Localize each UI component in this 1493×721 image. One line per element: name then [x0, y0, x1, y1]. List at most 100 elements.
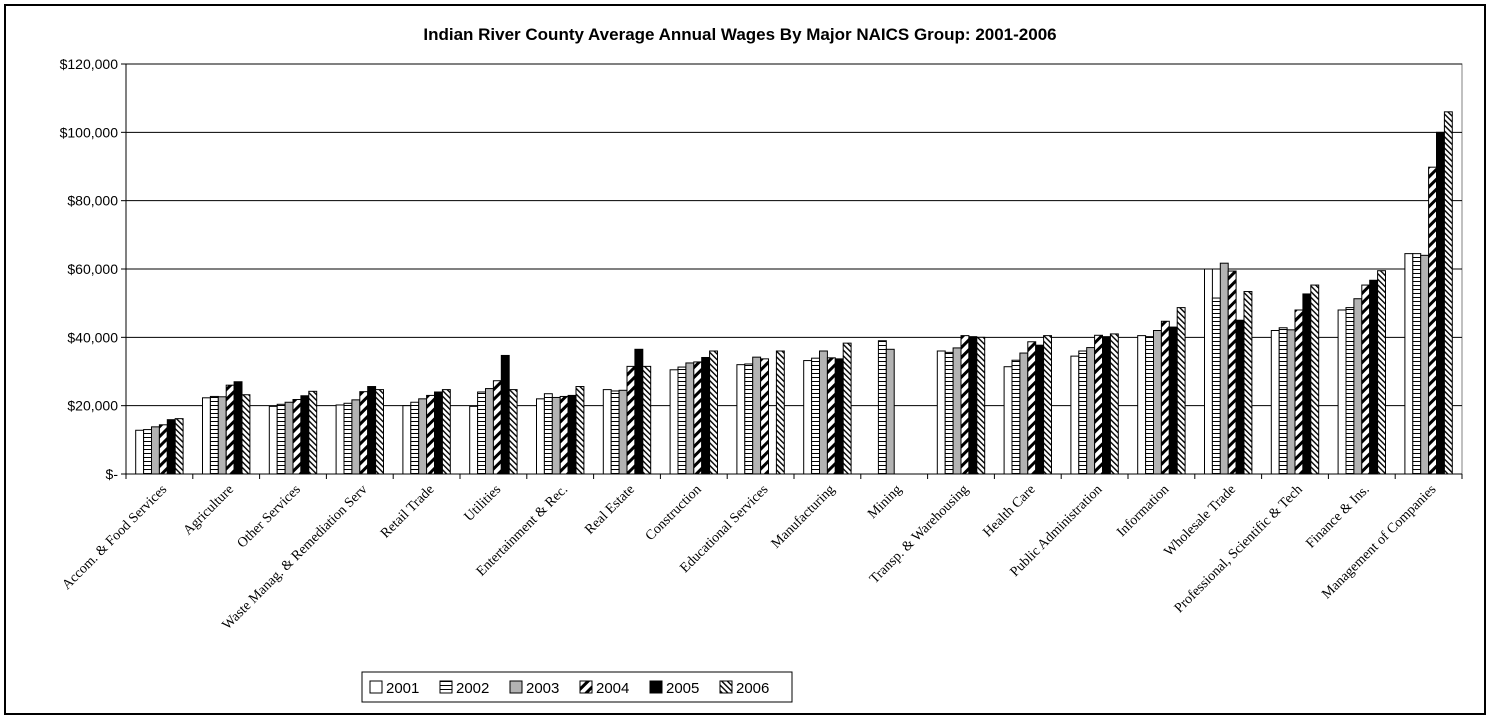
bar-2005-14	[1102, 336, 1111, 475]
bar-2005-10	[834, 358, 844, 475]
bar-2001-9	[736, 364, 746, 475]
bar-2004-2	[292, 399, 302, 475]
legend-label-2003: 2003	[526, 680, 559, 697]
gridlines	[125, 63, 1463, 475]
x-tick-label: Mining	[865, 482, 905, 522]
bar-2001-2	[268, 405, 278, 475]
bar-2005-5	[500, 354, 510, 475]
bar-2006-12	[976, 336, 986, 475]
y-tick-label: $-	[106, 466, 119, 482]
bar-2004-0	[158, 424, 168, 475]
bar-2005-12	[968, 336, 978, 475]
bar-2003-6	[551, 396, 561, 475]
legend-label-2005: 2005	[666, 680, 699, 697]
x-tick-label: Management of Companies	[1319, 482, 1439, 602]
bar-2003-9	[752, 356, 762, 475]
bar-2005-16	[1235, 319, 1245, 475]
legend-swatch-2004	[579, 680, 593, 694]
legend-swatch-2005	[649, 680, 663, 694]
bar-2006-10	[842, 342, 852, 475]
y-tick-label: $120,000	[60, 56, 119, 72]
bar-2006-19	[1443, 111, 1453, 475]
bar-2006-7	[642, 365, 652, 475]
x-tick-label: Utilities	[462, 482, 505, 525]
bar-2002-19	[1412, 253, 1422, 475]
bar-2004-10	[826, 357, 836, 475]
bar-2002-12	[944, 351, 954, 475]
x-tick-label: Wholesale Trade	[1162, 482, 1239, 559]
bar-2001-3	[335, 404, 345, 475]
bar-2003-10	[819, 350, 828, 475]
bar-2002-9	[744, 363, 754, 475]
legend-swatch-2003	[509, 680, 523, 694]
bar-2003-19	[1420, 254, 1430, 475]
bar-2003-11	[885, 348, 895, 475]
bar-2004-7	[626, 365, 636, 475]
bar-2006-5	[508, 389, 518, 475]
bar-2006-8	[709, 350, 718, 475]
x-tick-label: Real Estate	[582, 482, 637, 537]
bar-2006-1	[241, 394, 251, 475]
legend-label-2002: 2002	[456, 680, 489, 697]
x-tick-label: Waste Manag. & Remediation Serv	[220, 482, 371, 633]
bar-2005-3	[367, 386, 377, 475]
x-tick-label: Construction	[643, 482, 705, 544]
x-tick-label: Agriculture	[181, 482, 237, 538]
bar-2003-7	[618, 389, 628, 475]
x-tick-label: Finance & Ins.	[1303, 482, 1372, 551]
bar-2002-13	[1011, 359, 1021, 475]
bar-2002-18	[1345, 307, 1355, 475]
bar-2006-18	[1377, 270, 1386, 475]
bar-2001-8	[669, 369, 679, 475]
bar-2005-19	[1436, 131, 1445, 475]
legend-label-2001: 2001	[386, 680, 419, 697]
bar-2001-7	[602, 389, 612, 475]
bar-2004-19	[1428, 166, 1437, 475]
y-axis: $- $20,000 $40,000 $60,000 $80,000 $100,000 $1…	[60, 56, 127, 482]
y-tick-label: $80,000	[67, 193, 118, 209]
bar-2002-3	[343, 402, 353, 475]
bar-2001-6	[536, 398, 545, 475]
x-tick-label: Accom. & Food Services	[60, 482, 171, 593]
y-tick-label: $20,000	[67, 398, 118, 414]
bar-2004-16	[1227, 270, 1237, 475]
bar-2006-16	[1243, 291, 1253, 475]
bar-2004-1	[225, 384, 235, 475]
bar-2003-15	[1153, 330, 1162, 475]
bars	[135, 111, 1453, 475]
bar-2004-9	[760, 358, 769, 475]
bar-2001-0	[135, 429, 145, 475]
bar-2001-17	[1270, 330, 1280, 475]
bar-2001-16	[1204, 268, 1213, 475]
bar-2005-4	[434, 391, 443, 475]
bar-2004-12	[960, 335, 970, 475]
bar-2003-14	[1086, 347, 1096, 475]
bar-2001-10	[803, 360, 813, 475]
bar-2003-17	[1286, 329, 1296, 475]
bar-2003-13	[1019, 352, 1029, 475]
bar-2005-8	[701, 356, 711, 475]
bar-2001-14	[1070, 355, 1080, 475]
bar-2003-0	[151, 426, 160, 475]
bar-2005-17	[1302, 293, 1312, 475]
bar-2002-16	[1211, 297, 1221, 475]
bar-2006-6	[575, 386, 585, 475]
bar-2005-2	[300, 395, 310, 475]
bar-2006-2	[308, 390, 318, 475]
bar-2004-17	[1294, 309, 1304, 475]
bar-2003-4	[418, 398, 428, 475]
bar-2002-0	[143, 429, 153, 475]
bar-2003-8	[685, 362, 695, 475]
legend-label-2006: 2006	[736, 680, 769, 697]
bar-2001-12	[936, 350, 946, 475]
legend: 2001 2002 2003 2004 2005 2006	[361, 671, 793, 703]
bar-2003-3	[351, 399, 361, 475]
bar-2003-12	[952, 347, 962, 475]
y-tick-label: $40,000	[67, 329, 118, 345]
bar-2006-0	[174, 418, 184, 475]
legend-swatch-2001	[369, 680, 383, 694]
bar-2004-13	[1027, 341, 1037, 475]
bar-2002-11	[877, 340, 887, 475]
bar-2006-14	[1109, 333, 1119, 475]
bar-2006-13	[1043, 335, 1052, 475]
